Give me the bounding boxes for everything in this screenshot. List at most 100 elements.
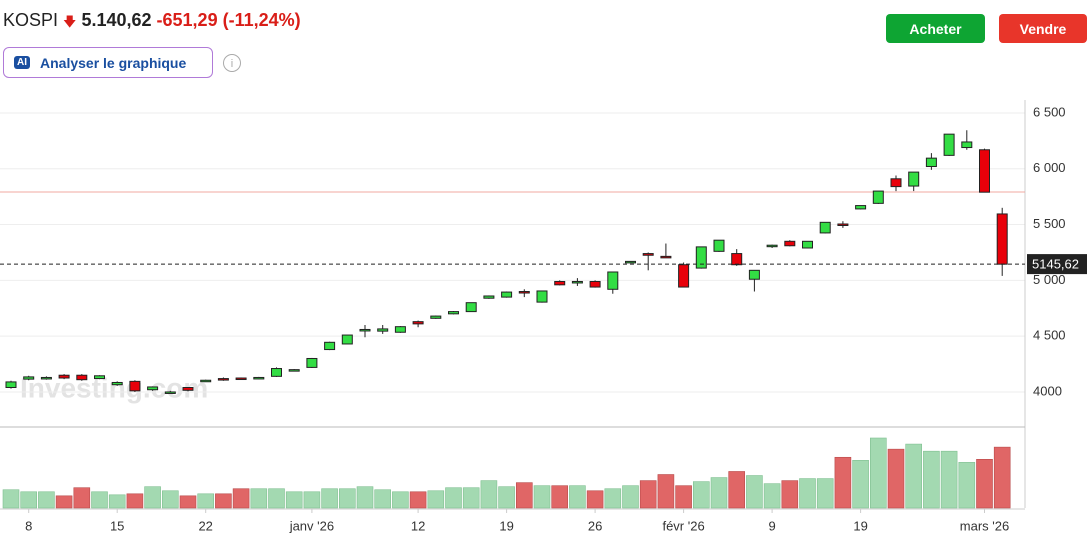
volume-bar (746, 475, 763, 509)
volume-bar (38, 491, 55, 509)
candle-body (23, 376, 35, 380)
y-tick-label: 5 500 (1033, 216, 1066, 231)
y-tick-label: 4000 (1033, 383, 1062, 398)
candle-body (164, 391, 176, 394)
candle-body (253, 376, 265, 380)
candle-body (571, 280, 583, 284)
sell-button[interactable]: Vendre (999, 14, 1087, 43)
candle-body (943, 133, 955, 156)
x-tick-label: févr '26 (662, 518, 704, 533)
candle-body (377, 328, 389, 332)
volume-bar (445, 487, 462, 509)
volume-bar (515, 482, 533, 509)
candle-body (925, 157, 937, 168)
candle-body (890, 178, 902, 188)
buy-button[interactable]: Acheter (886, 14, 985, 43)
candle-body (5, 381, 17, 389)
candle-body (465, 302, 477, 313)
volume-bar (728, 471, 746, 509)
volume-bar (392, 491, 409, 509)
volume-bar (91, 491, 108, 509)
volume-bar (356, 486, 374, 509)
y-tick-label: 6 000 (1033, 160, 1066, 175)
quote-header: KOSPI 🡇 5.140,62 -651,29 (-11,24%) (3, 10, 301, 35)
volume-bar (993, 446, 1011, 509)
change-pct: (-11,24%) (222, 10, 301, 30)
volume-bar (498, 486, 515, 509)
x-tick-label: 22 (198, 518, 212, 533)
candle-body (271, 368, 282, 377)
volume-bar (268, 488, 285, 509)
candle-body (111, 381, 123, 386)
candle-body (306, 357, 318, 368)
volume-bar (250, 488, 268, 509)
x-tick-label: 8 (25, 518, 32, 533)
x-tick-label: 26 (588, 518, 602, 533)
volume-bar (569, 485, 586, 509)
volume-bar (834, 456, 852, 509)
volume-bar (869, 437, 887, 509)
candle-body (288, 369, 300, 372)
candle-body (819, 221, 831, 234)
ai-label: Analyser le graphique (40, 54, 187, 71)
y-tick-label: 5 000 (1033, 272, 1066, 287)
candle-body (996, 213, 1008, 265)
candle-body (501, 291, 513, 298)
volume-bar (20, 491, 38, 509)
last-price-label: 5145,62 (1032, 257, 1079, 272)
volume-bar (622, 485, 639, 509)
volume-bar (179, 495, 197, 509)
candle-body (430, 315, 442, 319)
symbol: KOSPI (3, 10, 59, 30)
volume-bar (321, 488, 338, 509)
x-tick-label: 19 (853, 518, 867, 533)
volume-bar (427, 490, 445, 509)
y-tick-label: 4 500 (1033, 328, 1066, 343)
info-icon[interactable]: i (222, 53, 242, 73)
candle-body (837, 223, 849, 226)
candle-body (713, 239, 725, 252)
volume-bar (692, 481, 710, 509)
volume-bar (144, 486, 161, 509)
volume-bar (639, 480, 657, 509)
candle-body (872, 190, 884, 204)
volume-bar (657, 474, 675, 509)
volume-bar (303, 491, 321, 509)
volume-bar (958, 462, 976, 509)
candle-body (908, 171, 920, 187)
price: 5.140,62 (81, 10, 152, 30)
volume-bar (940, 450, 958, 509)
volume-bar (462, 487, 480, 509)
candle-body (217, 378, 229, 381)
candle-body (94, 375, 105, 380)
x-tick-label: 12 (411, 518, 425, 533)
volume-bar (480, 480, 498, 509)
x-tick-label: mars '26 (960, 518, 1009, 533)
y-tick-label: 6 500 (1033, 104, 1066, 119)
change: -651,29 (156, 10, 218, 30)
volume-bar (126, 493, 144, 509)
candle-body (129, 380, 141, 392)
ai-button[interactable]: AI Analyser le graphique (3, 47, 213, 78)
volume-bar (887, 448, 905, 509)
candle-body (200, 379, 212, 383)
volume-bar (162, 490, 179, 509)
candle-body (802, 240, 813, 249)
volume-bar (923, 450, 940, 509)
volume-bar (799, 478, 816, 509)
candle-body (642, 253, 654, 256)
volume-bar (338, 488, 356, 509)
volume-bar (73, 487, 91, 509)
candle-body (235, 377, 247, 381)
volume-bar (285, 491, 303, 509)
candle-body (731, 253, 743, 266)
volume-bar (976, 459, 993, 509)
candle-body (341, 334, 353, 345)
candle-body (695, 246, 707, 269)
candle-body (40, 376, 52, 380)
volume-bar (2, 489, 20, 509)
candle-body (554, 280, 566, 286)
candle-body (625, 260, 636, 264)
candle-body (483, 295, 495, 299)
